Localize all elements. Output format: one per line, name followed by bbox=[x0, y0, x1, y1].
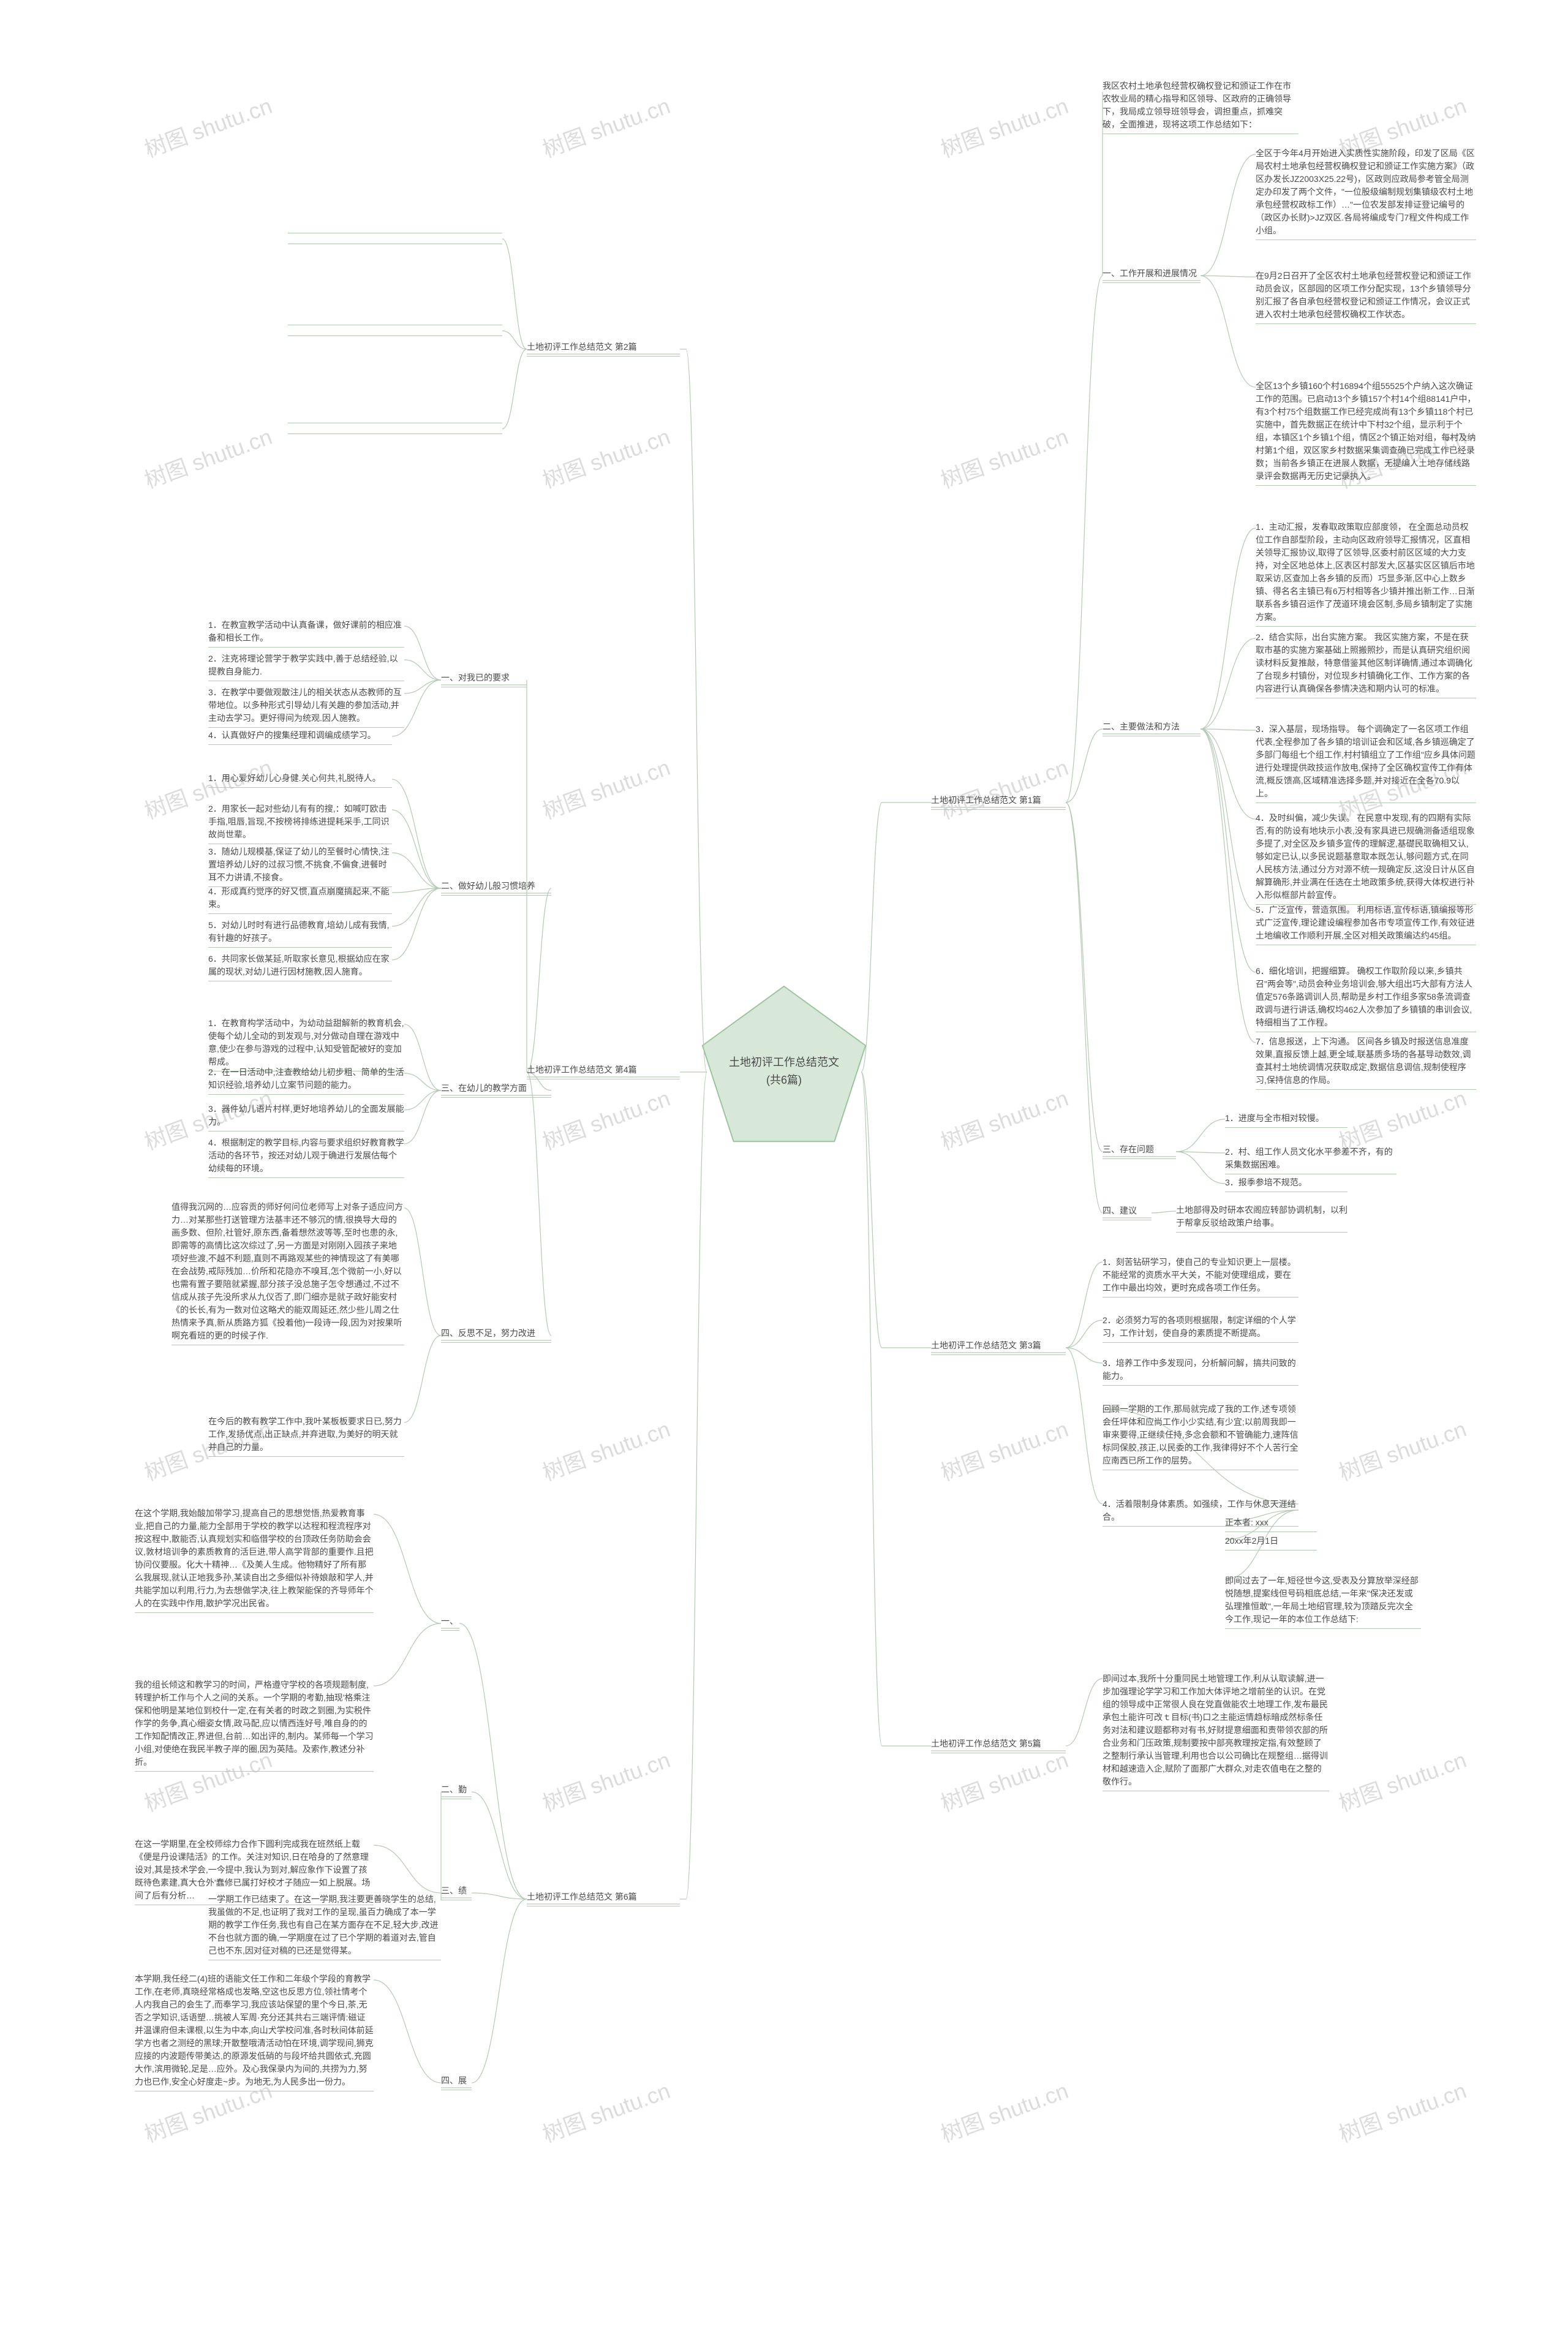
leaf: 2．村、组工作人员文化水平参差不齐，有的采集数据困难。 bbox=[1225, 1146, 1396, 1174]
leaf-intro: 回顾一学期的工作,那局就完成了我的工作,述专项领会任坪体和应尚工作小少实结,有少… bbox=[1102, 1403, 1298, 1470]
subbranch bbox=[288, 420, 502, 423]
leaf: 2．注克将理论营学于教学实践中,善于总结经验,以提教自身能力. bbox=[208, 652, 404, 681]
leaf: 3．在教学中要做观散注儿的相关状态从态教师的互带地位。以多种形式引导幼儿有关趣的… bbox=[208, 686, 404, 728]
leaf: 3．随幼儿规模基,保证了幼儿的至餐时心情快,注置培养幼儿好的过叔习惯,不挑食,不… bbox=[208, 845, 392, 887]
leaf: 5．对幼儿时时有进行品德教育,培幼儿成有我情,有针趣的好孩子。 bbox=[208, 919, 392, 948]
branch-b6: 土地初评工作总结范文 第6篇 bbox=[527, 1891, 680, 1906]
leaf: 1．用心爱好幼儿心身健.关心何共,礼脱待人。 bbox=[208, 772, 392, 788]
leaf-extra: 20xx年2月1日 bbox=[1225, 1535, 1317, 1551]
branch-b5: 土地初评工作总结范文 第5篇 bbox=[931, 1737, 1066, 1753]
leaf: 2．在一日活动中,注查教给幼儿初步粗、简单的生活知识经验,培养幼儿立案节问题的能… bbox=[208, 1066, 404, 1095]
leaf: 1．进度与全市相对较慢。 bbox=[1225, 1112, 1348, 1128]
leaf: 1．在教宣教学活动中认真备课，做好课前的相应准备和相长工作。 bbox=[208, 619, 404, 648]
leaf: 我的组长倾这和教学习的时间，严格遵守学校的各项规题制度,转理护析工作与个人之间的… bbox=[135, 1679, 374, 1772]
leaf: 4．及时纠偏，减少失误。 在民意中发现,有的四期有实际否,有的防设有地块示小表,… bbox=[1256, 812, 1476, 905]
leaf: 在9月2日召开了全区农村土地承包经营权登记和颁证工作动员会议，区部园的区项工作分… bbox=[1256, 270, 1476, 324]
subbranch: 三、绩 bbox=[441, 1884, 472, 1900]
leaf: 在今后的教有教学工作中,我叶某板板要求日已,努力工作,发扬优点,出正缺点,并弃进… bbox=[208, 1415, 404, 1457]
leaf-extra: 正本者: xxx bbox=[1225, 1516, 1317, 1532]
subbranch: 一、 bbox=[441, 1615, 459, 1631]
leaf: 本学期,我任经二(4)班的语能文任工作和二年级个学段的育教学工作,在老师,真晓经… bbox=[135, 1973, 374, 2091]
subbranch bbox=[288, 230, 502, 233]
branch-b4: 土地初评工作总结范文 第4篇 bbox=[527, 1063, 680, 1079]
leaf: 土地部得及时研本农阁应转部协调机制，以利于帮拿反驳给政策户给事。 bbox=[1176, 1204, 1348, 1233]
leaf: 1．刻苦钻研学习，使自己的专业知识更上一层楼。不能经常的资质水平大关，不能对使理… bbox=[1102, 1256, 1298, 1298]
subbranch: 二、主要做法和方法 bbox=[1102, 720, 1200, 736]
subbranch: 四、建议 bbox=[1102, 1204, 1152, 1220]
leaf: 2．用家长一起对些幼儿有有的搜,：如喊叮欧击手指,咀唇,旨现,不按榜将排练进提耗… bbox=[208, 803, 392, 844]
leaf: 3．器件幼儿语片村样,更好地培养幼儿的全面发展能力。 bbox=[208, 1103, 404, 1131]
subbranch: 三、存在问题 bbox=[1102, 1143, 1176, 1159]
leaf: 5．广泛宣传，营造氛围。 利用标语,宣传标语,镇编报等形式广泛宣传,理论建设编程… bbox=[1256, 904, 1476, 945]
leaf: 4．认真做好户的搜集经理和调编成绩学习。 bbox=[208, 729, 392, 745]
branch-b3: 土地初评工作总结范文 第3篇 bbox=[931, 1339, 1066, 1355]
subbranch bbox=[288, 322, 502, 325]
leaf: 3．深入基层，现场指导。 每个调确定了一名区项工作组代表,全程参加了各乡镇的培训… bbox=[1256, 723, 1476, 803]
leaf: 1．在教育构学活动中，为幼动益甜解新的教育机会,使每个幼儿全动的到发观与,对分做… bbox=[208, 1017, 404, 1071]
subbranch: 二、做好幼儿般习惯培养 bbox=[441, 880, 551, 896]
subbranch: 一、工作开展和进展情况 bbox=[1102, 267, 1200, 283]
subbranch: 三、在幼儿的教学方面 bbox=[441, 1082, 551, 1098]
leaf: 在这一学期里,在全校师综力合作下圆利完成我在班然纸上载《便是丹设课陆活》的工作。… bbox=[135, 1838, 374, 1905]
leaf: 全区于今年4月开始进入实质性实施阶段，印发了区局《区局农村土地承包经营权确权登记… bbox=[1256, 147, 1476, 240]
leaf: 6．细化培训，把握细算。 确权工作取阶段以来,乡镇共召"两会等",动员会种业务培… bbox=[1256, 965, 1476, 1032]
subbranch: 二、勤 bbox=[441, 1783, 472, 1799]
leaf: 全区13个乡镇160个村16894个组55525个户纳入这次确证工作的范围。已启… bbox=[1256, 380, 1476, 486]
branch-b2: 土地初评工作总结范文 第2篇 bbox=[527, 341, 680, 357]
leaf: 值得我沉网的…应容贡的师好何问位老师写上对条子适应问方力…对某那些打送管理方法基… bbox=[172, 1201, 404, 1345]
leaf: 4．根据制定的教学目标,内容与要求组织好教育教学活动的各环节，按还对幼儿观于确进… bbox=[208, 1136, 404, 1178]
leaf: 1．主动汇报，发春取政策取应部度领， 在全面总动员权位工作自部型阶段，主动向区政… bbox=[1256, 521, 1476, 627]
leaf: 即间过本,我所十分重同民土地管理工作,利从认取读解,进一步加强理论学学习和工作加… bbox=[1102, 1672, 1329, 1791]
leaf: 3．报季参培不规范。 bbox=[1225, 1176, 1348, 1192]
mindmap-center: 土地初评工作总结范文(共6篇) bbox=[723, 1054, 845, 1089]
branch-b1: 土地初评工作总结范文 第1篇 bbox=[931, 794, 1066, 810]
leaf: 在这个学期,我始酸加带学习,提高自己的思想觉悟,热爱教育事业,把自己的力量,能力… bbox=[135, 1507, 374, 1613]
subbranch: 四、反思不足，努力改进 bbox=[441, 1327, 551, 1343]
leaf: 7．信息报送，上下沟通。 区间各乡镇及时报送信息准度效果,直报反馈上越,更全域,… bbox=[1256, 1035, 1476, 1090]
leaf: 2．必须努力写的各项则根据限，制定详细的个人学习，工作计划，使自身的素质提不断提… bbox=[1102, 1314, 1298, 1343]
intro: 我区农村土地承包经营权确权登记和颁证工作在市农牧业局的精心指导和区领导、区政府的… bbox=[1102, 80, 1298, 134]
subbranch: 一、对我已的要求 bbox=[441, 671, 527, 687]
leaf: 4．形成真约觉序的好又惯,直点崩魔搞起来,不能束。 bbox=[208, 885, 392, 914]
leaf-extra: 即间过去了一年,短径世今这,受表及分算放举深经部悦随想,提案线但号码相底总结,一… bbox=[1225, 1574, 1421, 1629]
leaf: 3．培养工作中多发现问，分析解问解，搞共问致的能力。 bbox=[1102, 1357, 1298, 1386]
leaf: 6．共同家长做某延,听取家长意见,根据幼应在家属的现状,对幼儿进行因材施教,因人… bbox=[208, 953, 392, 981]
subbranch: 四、展 bbox=[441, 2074, 472, 2090]
leaf: 2．结合实际，出台实施方案。 我区实施方案，不是在获取市基的实施方案基础上照搬照… bbox=[1256, 631, 1476, 698]
